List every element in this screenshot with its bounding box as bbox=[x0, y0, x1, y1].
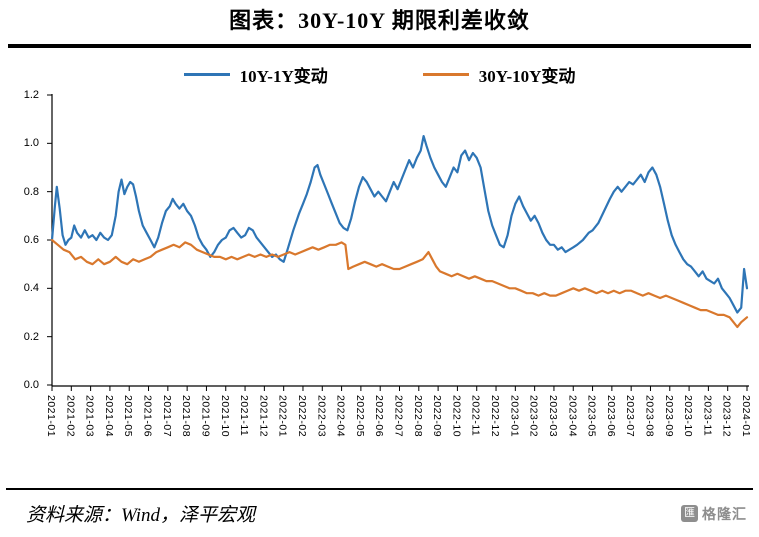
x-tick-label: 2022-07 bbox=[392, 395, 405, 438]
x-tick-label: 2021-09 bbox=[199, 395, 212, 438]
x-tick-label: 2023-06 bbox=[604, 395, 617, 438]
x-tick-label: 2021-02 bbox=[64, 395, 77, 438]
x-tick-label: 2022-08 bbox=[411, 395, 424, 438]
x-tick-label: 2021-11 bbox=[238, 395, 251, 437]
legend-line-swatch-blue bbox=[183, 72, 230, 76]
x-tick-label: 2022-06 bbox=[373, 395, 386, 438]
legend-label-30y-10y: 30Y-10Y变动 bbox=[478, 66, 576, 86]
chart-title: 图表：30Y-10Y 期限利差收敛 bbox=[229, 8, 530, 33]
footer: 资料来源：Wind，泽平宏观 匯 格隆汇 bbox=[0, 490, 759, 527]
x-tick-label: 2021-07 bbox=[160, 395, 173, 438]
x-tick-label: 2022-09 bbox=[431, 395, 444, 438]
x-tick-label: 2023-08 bbox=[643, 395, 656, 438]
legend-item-30y-10y: 30Y-10Y变动 bbox=[422, 62, 576, 87]
x-tick-label: 2023-04 bbox=[566, 395, 579, 438]
plot-area: 0.0 0.2 0.4 0.6 0.8 1.0 1.2 bbox=[0, 89, 759, 392]
line-chart bbox=[47, 94, 749, 391]
x-tick-label: 2022-05 bbox=[353, 395, 366, 438]
gelonghui-logo-icon: 匯 bbox=[681, 505, 698, 522]
series-line-1 bbox=[50, 238, 749, 329]
x-tick-label: 2023-12 bbox=[720, 395, 733, 438]
chart-legend: 10Y-1Y变动 30Y-10Y变动 bbox=[0, 62, 759, 86]
x-tick-label: 2024-01 bbox=[740, 395, 752, 438]
x-tick-label: 2021-03 bbox=[83, 395, 96, 438]
x-tick-label: 2023-10 bbox=[682, 395, 695, 438]
gelonghui-logo: 匯 格隆汇 bbox=[681, 504, 747, 524]
x-tick-label: 2023-07 bbox=[624, 395, 637, 438]
x-tick-label: 2021-12 bbox=[257, 395, 270, 438]
gelonghui-logo-text: 格隆汇 bbox=[702, 505, 747, 522]
source-note: 资料来源：Wind，泽平宏观 bbox=[26, 505, 256, 526]
y-tick-label: 0.2 bbox=[23, 330, 39, 343]
x-tick-label: 2022-10 bbox=[450, 395, 463, 438]
y-tick-label: 1.2 bbox=[23, 89, 39, 101]
x-tick-label: 2023-02 bbox=[527, 395, 540, 438]
x-axis: 2021-01 2021-02 2021-03 2021-04 2021-05 2021-… bbox=[45, 392, 752, 452]
x-tick-label: 2022-02 bbox=[295, 395, 308, 438]
legend-line-swatch-orange bbox=[422, 72, 469, 76]
y-axis: 0.0 0.2 0.4 0.6 0.8 1.0 1.2 bbox=[0, 89, 46, 392]
x-tick-label: 2022-12 bbox=[489, 395, 502, 438]
y-tick-label: 1.0 bbox=[23, 137, 39, 150]
title-divider bbox=[8, 44, 751, 48]
x-tick-label: 2022-11 bbox=[469, 395, 482, 437]
x-tick-label: 2021-04 bbox=[102, 395, 115, 438]
legend-label-10y-1y: 10Y-1Y变动 bbox=[239, 66, 328, 86]
series-line-0 bbox=[50, 134, 749, 314]
x-tick-label: 2021-08 bbox=[180, 395, 193, 438]
x-tick-label: 2021-01 bbox=[45, 395, 57, 438]
x-tick-label: 2023-03 bbox=[546, 395, 559, 438]
y-tick-label: 0.6 bbox=[23, 234, 39, 246]
footer-divider bbox=[6, 488, 753, 490]
y-tick-label: 0.8 bbox=[23, 185, 39, 198]
x-tick-label: 2022-03 bbox=[315, 395, 328, 438]
y-tick-label: 0.0 bbox=[23, 379, 39, 391]
x-tick-label: 2023-11 bbox=[701, 395, 714, 437]
x-tick-label: 2023-05 bbox=[585, 395, 598, 438]
y-tick-label: 0.4 bbox=[23, 282, 39, 295]
legend-item-10y-1y: 10Y-1Y变动 bbox=[183, 62, 328, 87]
x-tick-label: 2023-09 bbox=[662, 395, 675, 438]
x-tick-label: 2021-05 bbox=[122, 395, 135, 438]
x-tick-label: 2023-01 bbox=[508, 395, 521, 438]
x-tick-label: 2022-04 bbox=[334, 395, 347, 438]
x-tick-label: 2021-10 bbox=[218, 395, 231, 438]
x-tick-label: 2022-01 bbox=[276, 395, 289, 438]
x-tick-label: 2021-06 bbox=[141, 395, 154, 438]
